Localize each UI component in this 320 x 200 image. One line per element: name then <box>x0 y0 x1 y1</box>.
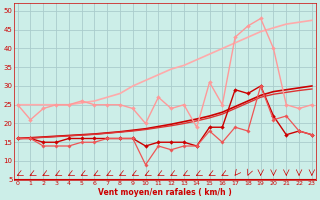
X-axis label: Vent moyen/en rafales ( km/h ): Vent moyen/en rafales ( km/h ) <box>98 188 232 197</box>
